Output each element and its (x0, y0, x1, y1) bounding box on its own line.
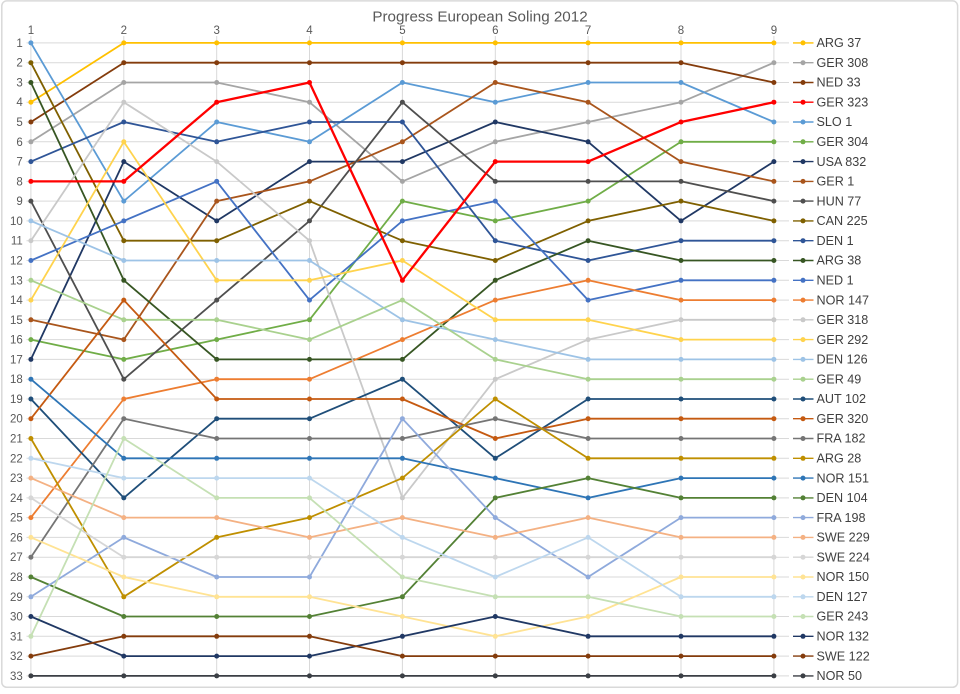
svg-text:SLO 1: SLO 1 (817, 115, 853, 129)
svg-text:20: 20 (10, 414, 23, 426)
svg-text:USA 832: USA 832 (817, 155, 867, 169)
svg-text:GER 320: GER 320 (817, 412, 869, 426)
svg-text:CAN 225: CAN 225 (817, 214, 868, 228)
svg-text:3: 3 (16, 78, 22, 90)
svg-text:25: 25 (10, 513, 23, 525)
svg-text:9: 9 (16, 196, 22, 208)
svg-text:27: 27 (10, 552, 23, 564)
svg-text:SWE 122: SWE 122 (817, 649, 870, 663)
svg-text:9: 9 (771, 25, 777, 37)
svg-text:23: 23 (10, 473, 23, 485)
svg-text:GER 308: GER 308 (817, 56, 869, 70)
svg-text:NOR 150: NOR 150 (817, 570, 870, 584)
svg-text:NOR 147: NOR 147 (817, 293, 870, 307)
svg-text:DEN 126: DEN 126 (817, 353, 868, 367)
svg-text:GER 243: GER 243 (817, 610, 869, 624)
svg-text:4: 4 (306, 25, 313, 37)
svg-text:HUN 77: HUN 77 (817, 194, 862, 208)
svg-text:Progress European Soling 2012: Progress European Soling 2012 (372, 9, 587, 26)
svg-text:NOR 50: NOR 50 (817, 669, 863, 683)
svg-text:GER 1: GER 1 (817, 175, 855, 189)
svg-text:NED 1: NED 1 (817, 274, 854, 288)
svg-text:FRA 182: FRA 182 (817, 432, 866, 446)
svg-text:8: 8 (678, 25, 684, 37)
svg-text:26: 26 (10, 532, 23, 544)
svg-text:22: 22 (10, 453, 23, 465)
svg-text:NOR 132: NOR 132 (817, 630, 870, 644)
svg-text:SWE 229: SWE 229 (817, 531, 870, 545)
svg-text:ARG 37: ARG 37 (817, 36, 862, 50)
svg-text:ARG 28: ARG 28 (817, 452, 862, 466)
svg-text:11: 11 (11, 236, 23, 248)
svg-text:28: 28 (10, 572, 23, 584)
svg-text:1: 1 (16, 38, 22, 50)
svg-text:7: 7 (585, 25, 591, 37)
svg-text:15: 15 (10, 315, 23, 327)
svg-text:4: 4 (16, 97, 23, 109)
svg-text:6: 6 (492, 25, 498, 37)
svg-text:NOR 151: NOR 151 (817, 471, 870, 485)
svg-text:16: 16 (10, 335, 23, 347)
svg-text:5: 5 (16, 117, 22, 129)
svg-text:NED 33: NED 33 (817, 76, 861, 90)
svg-text:10: 10 (10, 216, 23, 228)
svg-text:GER 292: GER 292 (817, 333, 869, 347)
svg-text:18: 18 (10, 374, 23, 386)
svg-text:24: 24 (10, 493, 23, 505)
svg-text:14: 14 (10, 295, 23, 307)
svg-text:2: 2 (16, 58, 22, 70)
svg-text:13: 13 (10, 275, 23, 287)
svg-text:29: 29 (10, 592, 23, 604)
svg-text:GER 49: GER 49 (817, 372, 862, 386)
svg-text:31: 31 (10, 631, 23, 643)
svg-text:12: 12 (10, 256, 23, 268)
svg-text:1: 1 (28, 25, 34, 37)
svg-text:30: 30 (10, 612, 23, 624)
svg-text:6: 6 (16, 137, 22, 149)
svg-text:GER 304: GER 304 (817, 135, 869, 149)
svg-text:2: 2 (121, 25, 127, 37)
svg-text:DEN 1: DEN 1 (817, 234, 854, 248)
svg-text:17: 17 (10, 354, 23, 366)
svg-text:32: 32 (10, 651, 23, 663)
svg-text:8: 8 (16, 176, 22, 188)
svg-text:5: 5 (399, 25, 405, 37)
svg-text:GER 323: GER 323 (817, 95, 869, 109)
svg-text:FRA 198: FRA 198 (817, 511, 866, 525)
svg-text:21: 21 (10, 434, 23, 446)
svg-text:7: 7 (16, 157, 22, 169)
svg-text:19: 19 (10, 394, 23, 406)
svg-text:SWE 224: SWE 224 (817, 550, 870, 564)
svg-text:GER 318: GER 318 (817, 313, 869, 327)
svg-text:33: 33 (10, 671, 23, 683)
svg-text:AUT 102: AUT 102 (817, 392, 866, 406)
svg-text:DEN 127: DEN 127 (817, 590, 868, 604)
svg-text:ARG 38: ARG 38 (817, 254, 862, 268)
svg-text:3: 3 (213, 25, 219, 37)
svg-text:DEN 104: DEN 104 (817, 491, 868, 505)
